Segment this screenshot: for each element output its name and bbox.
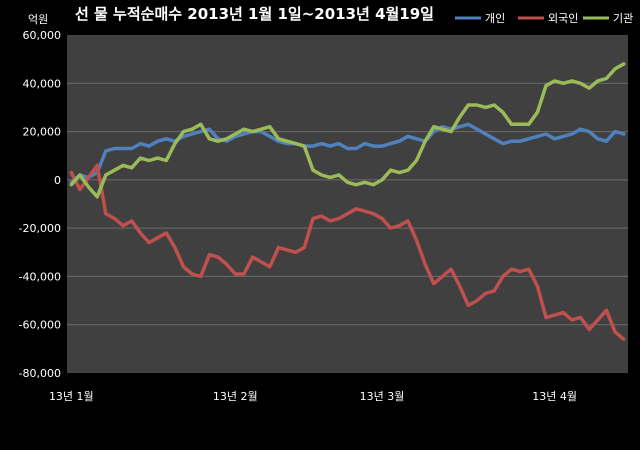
- y-tick-label: 0: [54, 174, 61, 187]
- legend-label: 기관: [613, 12, 633, 25]
- gridlines: [67, 82, 628, 326]
- series-line-개인: [69, 122, 626, 185]
- x-tick-label: 13년 3월: [360, 390, 405, 403]
- x-axis-ticks: 13년 1월 13년 2월 13년 3월 13년 4월: [49, 390, 577, 403]
- y-tick-label: -20,000: [19, 222, 61, 235]
- plot-area: [67, 35, 628, 373]
- y-tick-label: -40,000: [19, 270, 61, 283]
- y-tick-label: 60,000: [23, 29, 62, 42]
- legend: 개인 외국인 기관: [455, 12, 633, 25]
- series-line-외국인: [69, 163, 626, 341]
- y-tick-label: -60,000: [19, 319, 61, 332]
- legend-label: 개인: [485, 12, 505, 25]
- x-tick-label: 13년 2월: [213, 390, 258, 403]
- y-axis-unit: 억원: [28, 13, 48, 26]
- legend-label: 외국인: [548, 12, 578, 25]
- series-lines: [69, 62, 626, 341]
- y-tick-label: -80,000: [19, 367, 61, 380]
- y-tick-label: 40,000: [23, 77, 62, 90]
- y-tick-label: 20,000: [23, 126, 62, 139]
- y-axis-ticks: 60,000 40,000 20,000 0 -20,000 -40,000 -60,000…: [19, 29, 61, 380]
- series-line-기관: [69, 62, 626, 199]
- x-tick-label: 13년 4월: [532, 390, 577, 403]
- chart-title: 선 물 누적순매수 2013년 1월 1일~2013년 4월19일: [75, 5, 434, 23]
- x-tick-label: 13년 1월: [49, 390, 94, 403]
